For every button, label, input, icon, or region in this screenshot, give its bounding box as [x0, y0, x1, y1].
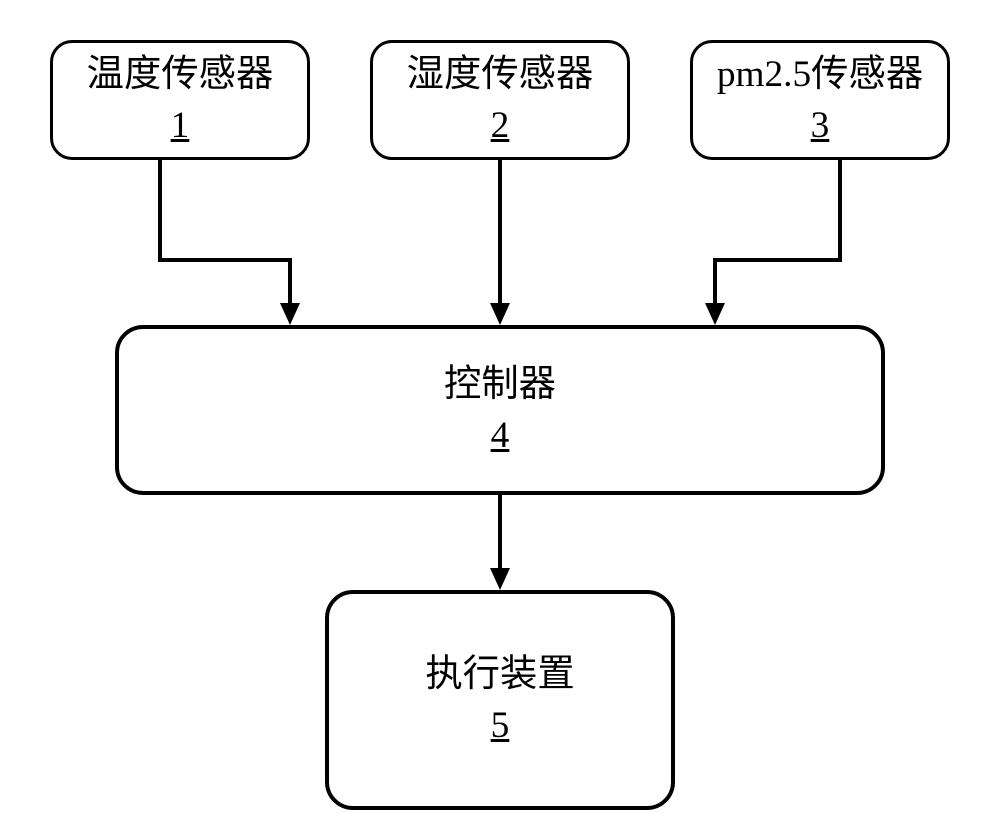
node-number: 2 — [491, 104, 510, 147]
node-executor: 执行装置 5 — [325, 590, 675, 810]
node-label: 湿度传感器 — [407, 53, 594, 98]
node-controller: 控制器 4 — [115, 325, 885, 495]
node-number: 5 — [491, 704, 510, 747]
node-temperature-sensor: 温度传感器 1 — [50, 40, 310, 160]
edge-arrowhead — [490, 303, 510, 325]
node-pm25-sensor: pm2.5传感器 3 — [690, 40, 950, 160]
node-label: 执行装置 — [425, 653, 574, 698]
edge-arrowhead — [490, 568, 510, 590]
node-number: 3 — [811, 104, 830, 147]
node-label: 控制器 — [444, 363, 556, 408]
edge-line — [715, 160, 840, 303]
node-label: 温度传感器 — [87, 53, 274, 98]
node-humidity-sensor: 湿度传感器 2 — [370, 40, 630, 160]
node-number: 4 — [491, 414, 510, 457]
edge-line — [160, 160, 290, 303]
diagram-canvas: 温度传感器 1 湿度传感器 2 pm2.5传感器 3 控制器 4 执行装置 5 — [0, 0, 1000, 822]
node-number: 1 — [171, 104, 190, 147]
edge-arrowhead — [705, 303, 725, 325]
edge-arrowhead — [280, 303, 300, 325]
node-label: pm2.5传感器 — [717, 53, 923, 98]
